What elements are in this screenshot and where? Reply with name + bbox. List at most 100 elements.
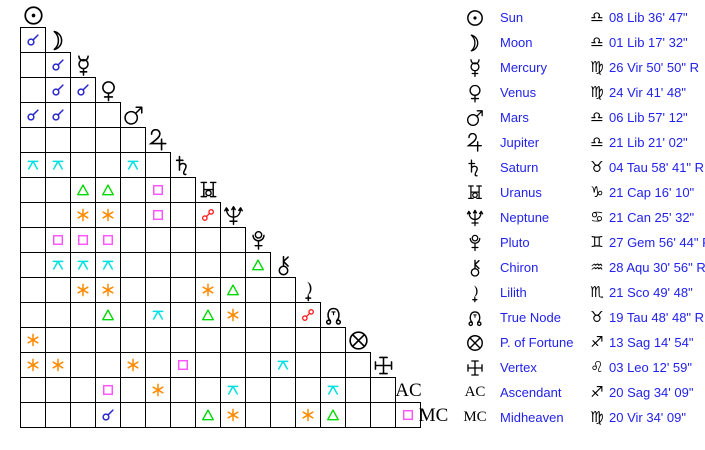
square-icon [51, 233, 65, 247]
aspect-cell-midheaven-lilith [295, 402, 321, 428]
planet-position: 20 Sag 34' 09" [609, 385, 694, 400]
vertex-glyph-icon [465, 358, 485, 378]
jupiter-glyph-icon [465, 133, 485, 153]
saturn-icon [171, 153, 196, 178]
aspect-cell-jupiter-sun [20, 127, 46, 153]
aspect-cell-ascendant-jupiter [145, 377, 171, 403]
quincunx-icon [126, 158, 140, 172]
mercury-glyph-icon [465, 58, 485, 78]
sextile-icon [76, 208, 90, 222]
aspect-cell-ascendant-mercury [70, 377, 96, 403]
aspect-cell-chiron-neptune [220, 252, 246, 278]
aspect-cell-true-node-jupiter [145, 302, 171, 328]
aspect-cell-mars-venus [95, 102, 121, 128]
chiron-glyph-icon [465, 258, 485, 278]
virgo-icon: ♍ [590, 58, 604, 76]
aspect-cell-lilith-mercury [70, 277, 96, 303]
planet-position: 21 Can 25' 32" [609, 210, 695, 225]
sextile-icon [126, 358, 140, 372]
aspect-cell-ascendant-fortune [345, 377, 371, 403]
positions-table: Sun ♎ 08 Lib 36' 47" Moon ♎ 01 Lib 17' 32" Mer… [455, 5, 705, 430]
aspect-cell-midheaven-pluto [245, 402, 271, 428]
neptune-glyph-icon [465, 208, 485, 228]
aspect-cell-midheaven-fortune [345, 402, 371, 428]
planet-name: Chiron [500, 260, 539, 275]
trine-icon [76, 183, 90, 197]
aspect-cell-midheaven-saturn [170, 402, 196, 428]
aspect-cell-fortune-saturn [170, 327, 196, 353]
aspect-cell-chiron-uranus [195, 252, 221, 278]
planet-name: True Node [500, 310, 561, 325]
aspect-cell-true-node-venus [95, 302, 121, 328]
aspect-cell-fortune-mercury [70, 327, 96, 353]
venus-glyph-icon [97, 79, 120, 102]
planet-name: Uranus [500, 185, 542, 200]
aspect-cell-ascendant-uranus [195, 377, 221, 403]
sextile-icon [226, 308, 240, 322]
aspect-cell-neptune-jupiter [145, 202, 171, 228]
conjunction-icon [76, 83, 90, 97]
true-node-icon [455, 308, 495, 328]
conjunction-icon [101, 408, 115, 422]
planet-name: Midheaven [500, 410, 564, 425]
aspect-cell-true-node-chiron [270, 302, 296, 328]
aspect-cell-vertex-true-node [320, 352, 346, 378]
aspect-cell-vertex-saturn [170, 352, 196, 378]
aspect-cell-pluto-moon [45, 227, 71, 253]
saturn-glyph-icon [172, 154, 195, 177]
quincunx-icon [76, 258, 90, 272]
aspect-cell-lilith-saturn [170, 277, 196, 303]
venus-icon [96, 78, 121, 103]
aspect-cell-venus-sun [20, 77, 46, 103]
sextile-icon [76, 283, 90, 297]
aspect-cell-uranus-moon [45, 177, 71, 203]
aspect-cell-midheaven-moon [45, 402, 71, 428]
planet-position: 06 Lib 57' 12" [609, 110, 688, 125]
aspect-cell-pluto-jupiter [145, 227, 171, 253]
aspect-cell-fortune-true-node [320, 327, 346, 353]
sextile-icon [51, 358, 65, 372]
aspect-cell-chiron-saturn [170, 252, 196, 278]
table-row-midheaven: MC Midheaven ♍ 20 Vir 34' 09" [455, 405, 705, 430]
aspect-cell-midheaven-mars [120, 402, 146, 428]
libra-icon: ♎ [590, 133, 604, 151]
aspect-cell-venus-mercury [70, 77, 96, 103]
planet-position: 26 Vir 50' 50" R [609, 60, 699, 75]
sun-glyph-icon [22, 4, 45, 27]
aspect-cell-mars-sun [20, 102, 46, 128]
mars-icon [455, 108, 495, 128]
aspect-cell-saturn-jupiter [145, 152, 171, 178]
aspect-cell-pluto-mars [120, 227, 146, 253]
mars-icon [121, 103, 146, 128]
aspect-cell-uranus-venus [95, 177, 121, 203]
square-icon [176, 358, 190, 372]
aspect-cell-midheaven-uranus [195, 402, 221, 428]
planet-position: 01 Lib 17' 32" [609, 35, 688, 50]
aspect-cell-true-node-pluto [245, 302, 271, 328]
square-icon [151, 208, 165, 222]
aspect-cell-neptune-saturn [170, 202, 196, 228]
aspect-cell-lilith-jupiter [145, 277, 171, 303]
aspect-grid: AC MC [20, 2, 470, 432]
jupiter-icon [146, 128, 171, 153]
aspect-cell-ascendant-pluto [245, 377, 271, 403]
aspect-cell-fortune-moon [45, 327, 71, 353]
conjunction-icon [26, 33, 40, 47]
trine-icon [101, 308, 115, 322]
ascendant-label: AC [395, 379, 422, 401]
aspect-cell-midheaven-true-node [320, 402, 346, 428]
venus-glyph-icon [465, 83, 485, 103]
aspect-cell-midheaven-vertex [370, 402, 396, 428]
table-row-vertex: Vertex ♌ 03 Leo 12' 59" [455, 355, 705, 380]
pluto-icon [455, 233, 495, 253]
mercury-icon [71, 53, 96, 78]
uranus-glyph-icon [197, 179, 220, 202]
aspect-cell-jupiter-venus [95, 127, 121, 153]
lilith-glyph-icon [465, 283, 485, 303]
chiron-icon [271, 253, 296, 278]
aspect-cell-chiron-moon [45, 252, 71, 278]
aspect-cell-ascendant-moon [45, 377, 71, 403]
aspect-cell-jupiter-mars [120, 127, 146, 153]
aspect-cell-midheaven-venus [95, 402, 121, 428]
pluto-icon [246, 228, 271, 253]
